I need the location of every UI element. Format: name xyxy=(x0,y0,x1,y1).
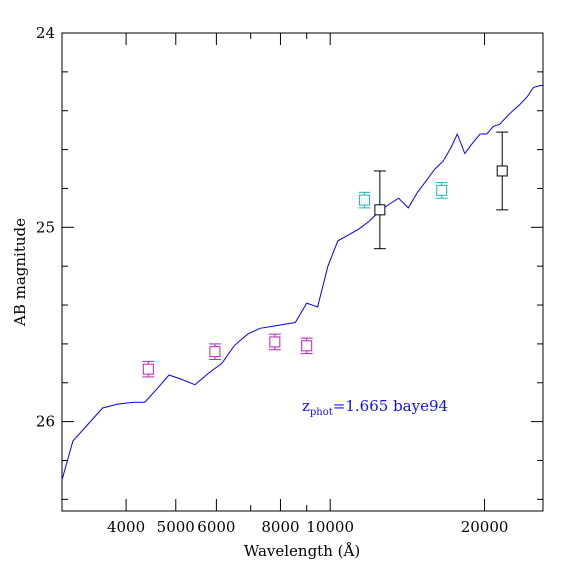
photo-z-annotation: zphot=1.665 baye94 xyxy=(302,397,448,418)
photometry-point xyxy=(373,170,386,250)
x-tick-label: 4000 xyxy=(107,518,145,536)
axis-tick-labels: 4000 5000 6000 8000 10000 20000 24 25 26 xyxy=(36,24,509,536)
annotation-prefix: z xyxy=(302,397,310,415)
photometry-point xyxy=(142,360,155,378)
y-tick-label: 25 xyxy=(36,218,55,236)
photometry-point xyxy=(208,343,221,360)
square-marker xyxy=(359,194,371,206)
annotation-subscript: phot xyxy=(310,407,333,418)
square-marker xyxy=(301,340,313,352)
photometry-point xyxy=(435,182,448,199)
annotation-text: =1.665 baye94 xyxy=(333,397,448,415)
square-marker xyxy=(374,204,386,216)
square-marker xyxy=(496,165,508,177)
x-tick-label: 6000 xyxy=(197,518,235,536)
photometry-point xyxy=(358,191,371,209)
model-sed-line xyxy=(61,85,543,481)
y-tick-label: 26 xyxy=(36,413,55,431)
x-tick-label: 8000 xyxy=(261,518,299,536)
square-marker xyxy=(142,363,154,375)
square-marker xyxy=(269,336,281,348)
y-axis-title: AB magnitude xyxy=(11,218,29,327)
axis-ticks xyxy=(61,32,543,511)
x-axis-title: Wavelength (Å) xyxy=(244,542,360,560)
x-tick-label: 5000 xyxy=(157,518,195,536)
y-tick-label: 24 xyxy=(36,24,55,42)
plot-frame xyxy=(61,32,544,512)
square-marker xyxy=(209,346,221,358)
photometry-point xyxy=(300,337,313,355)
x-tick-label: 10000 xyxy=(306,518,354,536)
x-tick-label: 20000 xyxy=(461,518,509,536)
photometry-point xyxy=(268,333,281,351)
photometry-point xyxy=(496,131,509,211)
square-marker xyxy=(436,184,448,196)
series-layer xyxy=(61,85,543,481)
